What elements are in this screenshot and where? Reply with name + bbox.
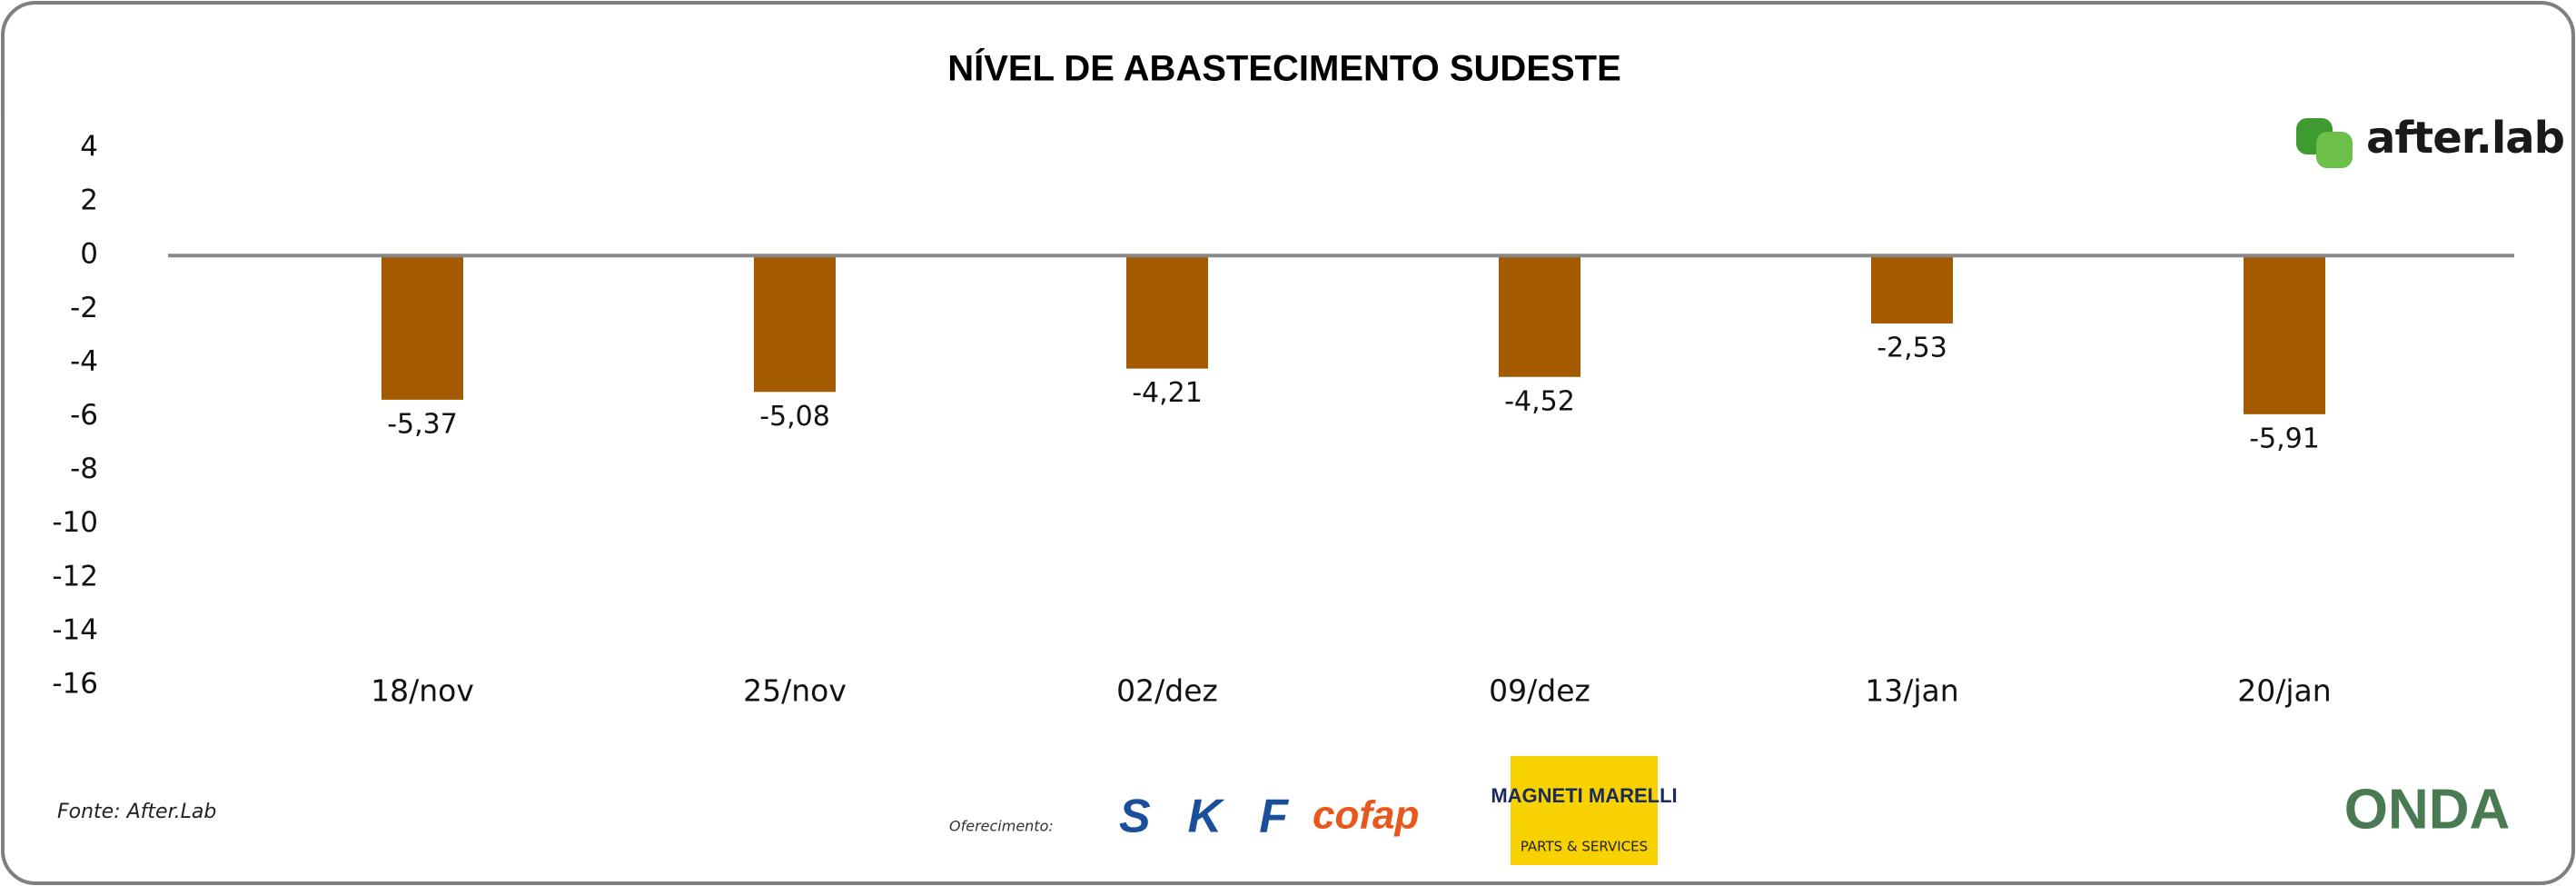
bar (754, 255, 836, 393)
source: Fonte: After.Lab (57, 801, 216, 823)
brand: after.lab (2366, 113, 2564, 164)
y-tick-label: -4 (70, 345, 98, 378)
bar (1871, 255, 1953, 324)
after-lab-logo: after.lab (2296, 113, 2565, 168)
y-tick-label: -16 (52, 668, 98, 701)
y-tick-label: -6 (70, 399, 98, 432)
value-label: -5,91 (2249, 423, 2320, 454)
bar (2244, 255, 2325, 414)
magneti-sub: PARTS & SERVICES (1521, 839, 1648, 855)
cofap-logo: cofap (1313, 793, 1419, 838)
magneti-box (1511, 756, 1658, 865)
y-tick-label: -10 (52, 506, 98, 539)
bar (381, 255, 463, 400)
x-tick-label: 02/dez (1116, 673, 1218, 709)
value-label: -4,21 (1132, 377, 1203, 409)
value-label: -5,08 (759, 401, 830, 433)
y-tick-label: 4 (80, 131, 98, 164)
value-label: -5,37 (387, 408, 458, 440)
value-label: -4,52 (1504, 385, 1575, 417)
value-label: -2,53 (1877, 332, 1947, 363)
y-tick-label: 0 (80, 238, 98, 271)
bar (1126, 255, 1208, 369)
y-tick-label: 2 (80, 184, 98, 217)
x-tick-label: 20/jan (2237, 673, 2331, 709)
y-tick-label: -14 (52, 613, 98, 646)
skf-logo: SKF (1119, 791, 1289, 843)
bar (1499, 255, 1580, 377)
y-tick-label: -12 (52, 560, 98, 592)
x-tick-label: 09/dez (1489, 673, 1590, 709)
y-tick-label: -2 (70, 292, 98, 324)
sponsor-label: Oferecimento: (949, 818, 1054, 835)
x-tick-label: 18/nov (371, 673, 474, 709)
x-tick-label: 25/nov (743, 673, 847, 709)
y-tick-label: -8 (70, 453, 98, 485)
x-tick-label: 13/jan (1865, 673, 1958, 709)
onda-logo: ONDA (2344, 778, 2511, 841)
magneti-logo: MAGNETI MARELLI (1491, 784, 1677, 807)
chart-title: NÍVEL DE ABASTECIMENTO SUDESTE (947, 48, 1621, 89)
logo-icon (2316, 132, 2353, 168)
